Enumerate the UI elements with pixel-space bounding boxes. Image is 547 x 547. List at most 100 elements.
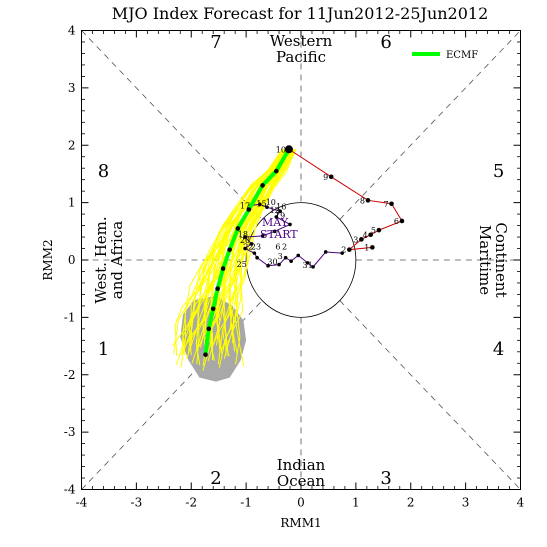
divider-diagonal-se: [339, 300, 521, 490]
region-label-right-1: Maritime: [476, 225, 494, 295]
may-path-line: [243, 203, 343, 268]
may-point: [260, 234, 265, 238]
x-tick-label: -2: [185, 496, 197, 510]
phase-number: 7: [210, 32, 221, 53]
forecast-mean-point: [215, 286, 220, 291]
region-label-bottom-2: Ocean: [277, 472, 326, 490]
x-tick-label: 4: [517, 496, 525, 510]
phase-number: 4: [493, 339, 504, 360]
may-point: [305, 261, 310, 265]
may-day-label: 31: [302, 261, 312, 270]
phase-number: 5: [493, 161, 504, 182]
may-day-label: 19: [275, 212, 285, 221]
amplitude-circle: [245, 202, 357, 318]
phase-number: 8: [98, 161, 109, 182]
forecast-mean-point: [227, 247, 232, 252]
may-point: [243, 246, 247, 251]
y-tick-label: -4: [64, 483, 76, 497]
may-day-label: 20: [240, 236, 250, 245]
region-label-left-1: West. Hem.: [92, 216, 110, 303]
may-point: [277, 262, 281, 267]
observed-day-label: 7: [383, 200, 388, 209]
ensemble-member-line: [234, 149, 297, 367]
divider-diagonal-ne: [339, 30, 521, 220]
may-point: [255, 255, 259, 260]
region-label-bottom-1: Indian: [277, 456, 326, 474]
may-day-label: 18: [238, 230, 248, 239]
observed-point: [389, 201, 394, 207]
ensemble-member-line: [229, 149, 296, 354]
forecast-mean-point: [246, 207, 252, 212]
annotation-start: START: [260, 228, 298, 241]
forecast-mean-point: [210, 306, 216, 312]
chart-title: MJO Index Forecast for 11Jun2012-25Jun20…: [112, 4, 489, 23]
forecast-mean-point: [274, 168, 279, 174]
phase-number: 2: [210, 468, 221, 489]
observed-point: [370, 245, 375, 250]
forecast-mean-point: [203, 352, 208, 357]
may-point: [311, 265, 315, 269]
x-tick-label: 0: [297, 496, 305, 510]
may-point: [288, 222, 292, 227]
observed-path-line: [288, 148, 403, 251]
ensemble-member-line: [230, 149, 296, 352]
may-point: [252, 251, 257, 255]
may-day-label: 2: [282, 243, 287, 252]
may-day-label: 15: [256, 200, 266, 209]
observed-day-label: 10: [276, 145, 286, 154]
observed-point: [359, 237, 364, 242]
observed-day-label: 6: [394, 217, 399, 226]
may-day-label: 12: [270, 206, 280, 215]
may-point: [340, 251, 344, 255]
forecast-mean-point: [220, 266, 226, 271]
legend-label: ECMF: [446, 50, 478, 61]
ensemble-member-line: [173, 148, 284, 354]
observed-point: [368, 232, 373, 238]
observed-point: [399, 218, 405, 224]
may-day-label: 10: [266, 198, 276, 207]
forecast-mean-point: [235, 226, 241, 231]
may-point: [266, 263, 270, 268]
y-tick-label: 4: [68, 24, 76, 38]
y-tick-label: 3: [68, 81, 76, 95]
y-tick-label: 2: [68, 138, 76, 152]
x-axis-title: RMM1: [280, 516, 321, 530]
region-label-left-2: and Africa: [108, 221, 126, 299]
forecast-mean-point: [284, 145, 293, 154]
observed-point: [328, 174, 334, 180]
may-point: [323, 250, 328, 254]
y-axis-title: RMM2: [41, 239, 55, 280]
y-tick-label: -2: [64, 368, 76, 382]
forecast-mean: [203, 145, 293, 357]
observed-point: [376, 227, 382, 233]
x-tick-label: 2: [407, 496, 415, 510]
may-point: [272, 229, 277, 234]
phase-diagram-background: [81, 30, 521, 490]
y-tick-label: 0: [68, 253, 76, 267]
y-tick-label: -3: [64, 425, 76, 439]
may-point: [243, 235, 247, 239]
x-tick-label: -1: [240, 496, 252, 510]
x-tick-label: 3: [462, 496, 470, 510]
may-point: [283, 255, 288, 260]
region-label-top-1: Western: [270, 32, 333, 50]
may-day-label: 6: [275, 243, 280, 252]
legend: ECMF: [412, 50, 478, 61]
forecast-mean-point: [206, 326, 212, 332]
x-tick-label: 1: [352, 496, 360, 510]
forecast-mean-point: [260, 183, 265, 188]
may-point: [258, 202, 262, 207]
may-day-label: 16: [276, 203, 286, 212]
phase-number: 1: [98, 339, 109, 360]
y-tick-label: -1: [64, 310, 76, 324]
phase-number: 3: [380, 468, 391, 489]
observed-day-label: 1: [364, 243, 369, 252]
observed-point: [346, 247, 352, 252]
annotation-may: MAY: [262, 216, 289, 229]
x-tick-label: -4: [76, 496, 88, 510]
may-point: [296, 253, 301, 258]
ensemble-members: [172, 148, 297, 371]
may-point: [289, 259, 293, 263]
